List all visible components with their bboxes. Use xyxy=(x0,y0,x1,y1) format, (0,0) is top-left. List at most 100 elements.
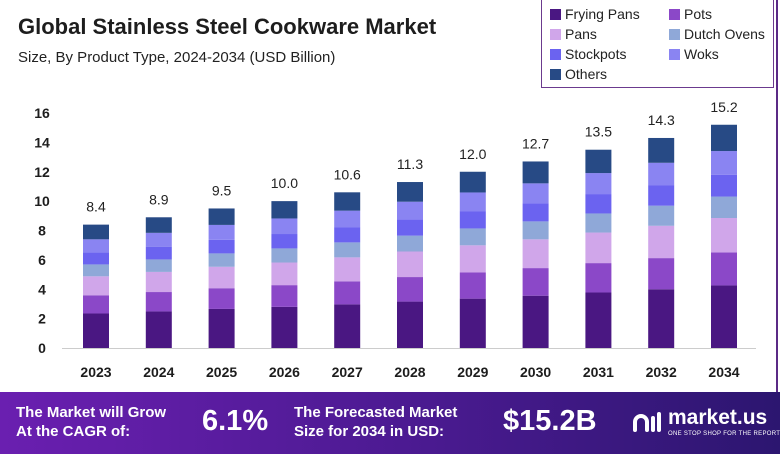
x-tick-label: 2032 xyxy=(646,364,677,380)
bar-segment-frying-pans-2026 xyxy=(271,306,298,348)
x-tick-label: 2026 xyxy=(269,364,300,380)
bar-segment-stockpots-2025 xyxy=(208,239,235,254)
bar-segment-dutch-ovens-2034 xyxy=(711,196,737,219)
total-label-2030: 12.7 xyxy=(522,135,549,151)
bar-segment-others-2025 xyxy=(208,208,235,225)
bar-segment-pans-2028 xyxy=(397,251,423,278)
bar-segment-woks-2034 xyxy=(711,151,737,175)
bar-segment-pans-2027 xyxy=(334,257,361,282)
legend-swatch xyxy=(550,49,561,60)
total-label-2027: 10.6 xyxy=(334,166,361,182)
bar-segment-others-2024 xyxy=(145,217,172,233)
y-tick-label: 12 xyxy=(34,164,50,180)
total-label-2029: 12.0 xyxy=(459,146,486,162)
bar-segment-frying-pans-2024 xyxy=(145,311,172,348)
bar-segment-dutch-ovens-2026 xyxy=(271,248,298,263)
total-label-2031: 13.5 xyxy=(585,124,612,140)
forecast-label-line1: The Forecasted Market xyxy=(294,404,458,421)
bar-segment-pots-2029 xyxy=(459,272,486,299)
legend-item-stockpots: Stockpots xyxy=(550,46,626,63)
bar-segment-stockpots-2032 xyxy=(648,185,675,206)
bar-segment-others-2029 xyxy=(459,171,486,193)
bar-segment-dutch-ovens-2024 xyxy=(145,259,172,272)
bar-segment-others-2023 xyxy=(83,224,109,240)
bar-segment-pots-2025 xyxy=(208,288,235,309)
forecast-label-line2: Size for 2034 in USD: xyxy=(294,423,445,440)
bar-segment-pans-2029 xyxy=(459,245,486,273)
bar-segment-woks-2030 xyxy=(522,183,549,204)
y-tick-label: 10 xyxy=(34,193,50,209)
bar-segment-dutch-ovens-2029 xyxy=(459,228,486,246)
bar-segment-others-2026 xyxy=(271,201,298,219)
y-tick-label: 14 xyxy=(34,134,50,150)
bar-segment-stockpots-2023 xyxy=(83,252,109,265)
bar-segment-frying-pans-2025 xyxy=(208,308,235,348)
x-tick-label: 2034 xyxy=(708,364,739,380)
bar-segment-others-2027 xyxy=(334,192,361,211)
x-tick-label: 2030 xyxy=(520,364,551,380)
bar-segment-frying-pans-2029 xyxy=(459,298,486,348)
bar-segment-stockpots-2024 xyxy=(145,246,172,260)
market-us-logo-icon xyxy=(633,412,661,432)
bar-segment-pots-2030 xyxy=(522,268,549,296)
bar-segment-stockpots-2034 xyxy=(711,174,737,197)
bar-segment-others-2032 xyxy=(648,137,675,163)
x-tick-label: 2029 xyxy=(457,364,488,380)
stacked-bar-chart: 0 2 4 6 8 10 12 14 16 8.4 2023 8.9 2024 9.5 2025 10.0 20… xyxy=(34,99,756,380)
legend: Frying Pans Pots Pans Dutch Ovens Stockpots W… xyxy=(541,0,774,88)
total-label-2032: 14.3 xyxy=(648,112,675,128)
bar-segment-woks-2025 xyxy=(208,224,235,240)
bar-segment-dutch-ovens-2031 xyxy=(585,213,612,233)
bar-segment-frying-pans-2034 xyxy=(711,285,737,348)
total-label-2028: 11.3 xyxy=(397,156,423,172)
cagr-label: The Market will Grow At the CAGR of: xyxy=(16,403,166,441)
cagr-label-line1: The Market will Grow xyxy=(16,404,167,421)
bar-segment-stockpots-2029 xyxy=(459,211,486,229)
bar-segment-frying-pans-2028 xyxy=(397,301,423,348)
y-tick-label: 8 xyxy=(38,223,46,239)
legend-swatch xyxy=(669,49,680,60)
bar-segment-pots-2032 xyxy=(648,258,675,290)
bar-segment-dutch-ovens-2027 xyxy=(334,242,361,258)
total-label-2023: 8.4 xyxy=(86,199,106,215)
legend-item-others: Others xyxy=(550,66,607,83)
legend-item-woks: Woks xyxy=(669,46,719,63)
legend-label: Pans xyxy=(565,26,597,42)
legend-label: Frying Pans xyxy=(565,6,640,22)
bar-segment-woks-2026 xyxy=(271,218,298,235)
bar-segment-pans-2031 xyxy=(585,232,612,264)
legend-item-pans: Pans xyxy=(550,26,597,43)
y-tick-label: 0 xyxy=(38,340,46,356)
bar-segment-pans-2023 xyxy=(83,276,109,296)
brand-name: market.us xyxy=(668,406,768,429)
legend-item-frying-pans: Frying Pans xyxy=(550,6,640,23)
bar-segment-frying-pans-2032 xyxy=(648,289,675,348)
y-tick-label: 2 xyxy=(38,311,46,327)
bar-segment-pans-2030 xyxy=(522,239,549,269)
total-label-2025: 9.5 xyxy=(212,182,232,198)
legend-item-pots: Pots xyxy=(669,6,712,23)
bar-segment-woks-2032 xyxy=(648,162,675,186)
bar-segment-frying-pans-2030 xyxy=(522,295,549,348)
total-label-2026: 10.0 xyxy=(271,175,298,191)
bar-segment-woks-2029 xyxy=(459,192,486,212)
bar-segment-stockpots-2027 xyxy=(334,227,361,243)
legend-swatch xyxy=(550,69,561,80)
legend-item-dutch-ovens: Dutch Ovens xyxy=(669,26,765,43)
forecast-value: $15.2B xyxy=(503,405,597,437)
legend-swatch xyxy=(550,9,561,20)
bar-segment-stockpots-2028 xyxy=(397,219,423,236)
bar-segment-pans-2034 xyxy=(711,218,737,253)
chart-subtitle: Size, By Product Type, 2024-2034 (USD Bi… xyxy=(18,49,336,66)
bar-segment-pans-2025 xyxy=(208,266,235,289)
bar-segment-pans-2032 xyxy=(648,225,675,259)
bar-segment-others-2028 xyxy=(397,182,423,202)
total-label-2034: 15.2 xyxy=(710,99,737,115)
bar-segment-dutch-ovens-2030 xyxy=(522,221,549,240)
x-tick-label: 2028 xyxy=(394,364,425,380)
y-tick-label: 6 xyxy=(38,252,46,268)
x-tick-label: 2025 xyxy=(206,364,237,380)
legend-label: Dutch Ovens xyxy=(684,26,765,42)
x-tick-label: 2024 xyxy=(143,364,174,380)
legend-label: Others xyxy=(565,66,608,82)
